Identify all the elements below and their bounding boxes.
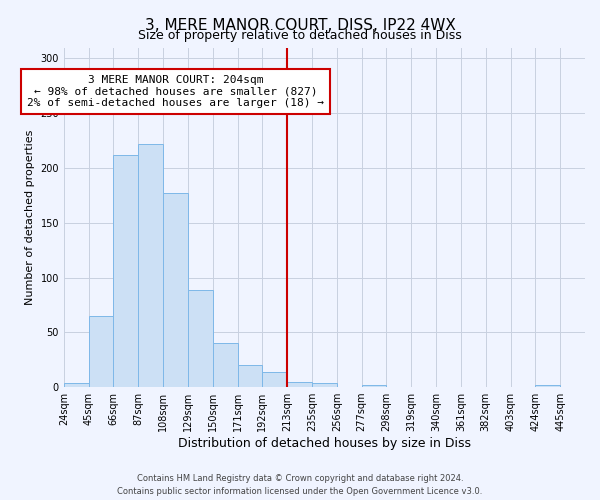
Bar	[113, 155, 139, 387]
Bar	[262, 372, 287, 387]
Bar	[312, 382, 337, 387]
Bar	[362, 385, 386, 387]
Text: 3, MERE MANOR COURT, DISS, IP22 4WX: 3, MERE MANOR COURT, DISS, IP22 4WX	[145, 18, 455, 32]
Bar	[139, 144, 163, 387]
Bar	[64, 382, 89, 387]
Text: Contains HM Land Registry data © Crown copyright and database right 2024.
Contai: Contains HM Land Registry data © Crown c…	[118, 474, 482, 496]
Bar	[213, 344, 238, 387]
Text: Size of property relative to detached houses in Diss: Size of property relative to detached ho…	[138, 29, 462, 42]
Bar	[89, 316, 113, 387]
X-axis label: Distribution of detached houses by size in Diss: Distribution of detached houses by size …	[178, 437, 471, 450]
Bar	[163, 193, 188, 387]
Text: 3 MERE MANOR COURT: 204sqm
← 98% of detached houses are smaller (827)
2% of semi: 3 MERE MANOR COURT: 204sqm ← 98% of deta…	[27, 75, 324, 108]
Bar	[188, 290, 213, 387]
Y-axis label: Number of detached properties: Number of detached properties	[25, 130, 35, 305]
Bar	[238, 365, 262, 387]
Bar	[287, 382, 312, 387]
Bar	[535, 385, 560, 387]
